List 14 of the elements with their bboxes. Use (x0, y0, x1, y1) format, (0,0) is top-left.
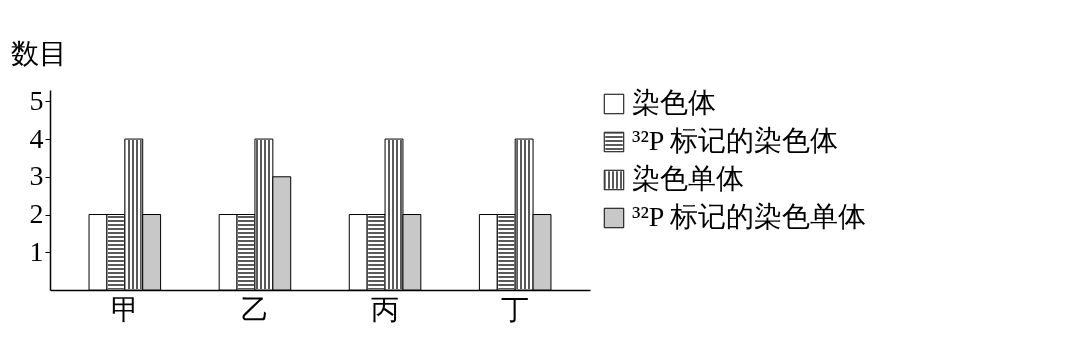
legend-label: ³²P 标记的染色体 (632, 125, 839, 156)
y-axis-title: 数目 (10, 37, 67, 69)
y-tick-label: 2 (29, 198, 44, 230)
x-tick-label: 甲 (110, 293, 139, 325)
y-tick-label: 5 (29, 84, 44, 116)
legend-label: 染色单体 (632, 163, 744, 194)
y-tick-label: 1 (29, 235, 44, 267)
x-tick-label: 丙 (371, 293, 400, 325)
x-tick-label: 乙 (240, 293, 269, 325)
legend-label: 染色体 (632, 87, 716, 118)
legend-label: ³²P 标记的染色单体 (632, 201, 867, 232)
x-tick-label: 丁 (501, 293, 530, 325)
y-tick-label: 3 (29, 160, 44, 192)
y-tick-label: 4 (29, 122, 44, 154)
